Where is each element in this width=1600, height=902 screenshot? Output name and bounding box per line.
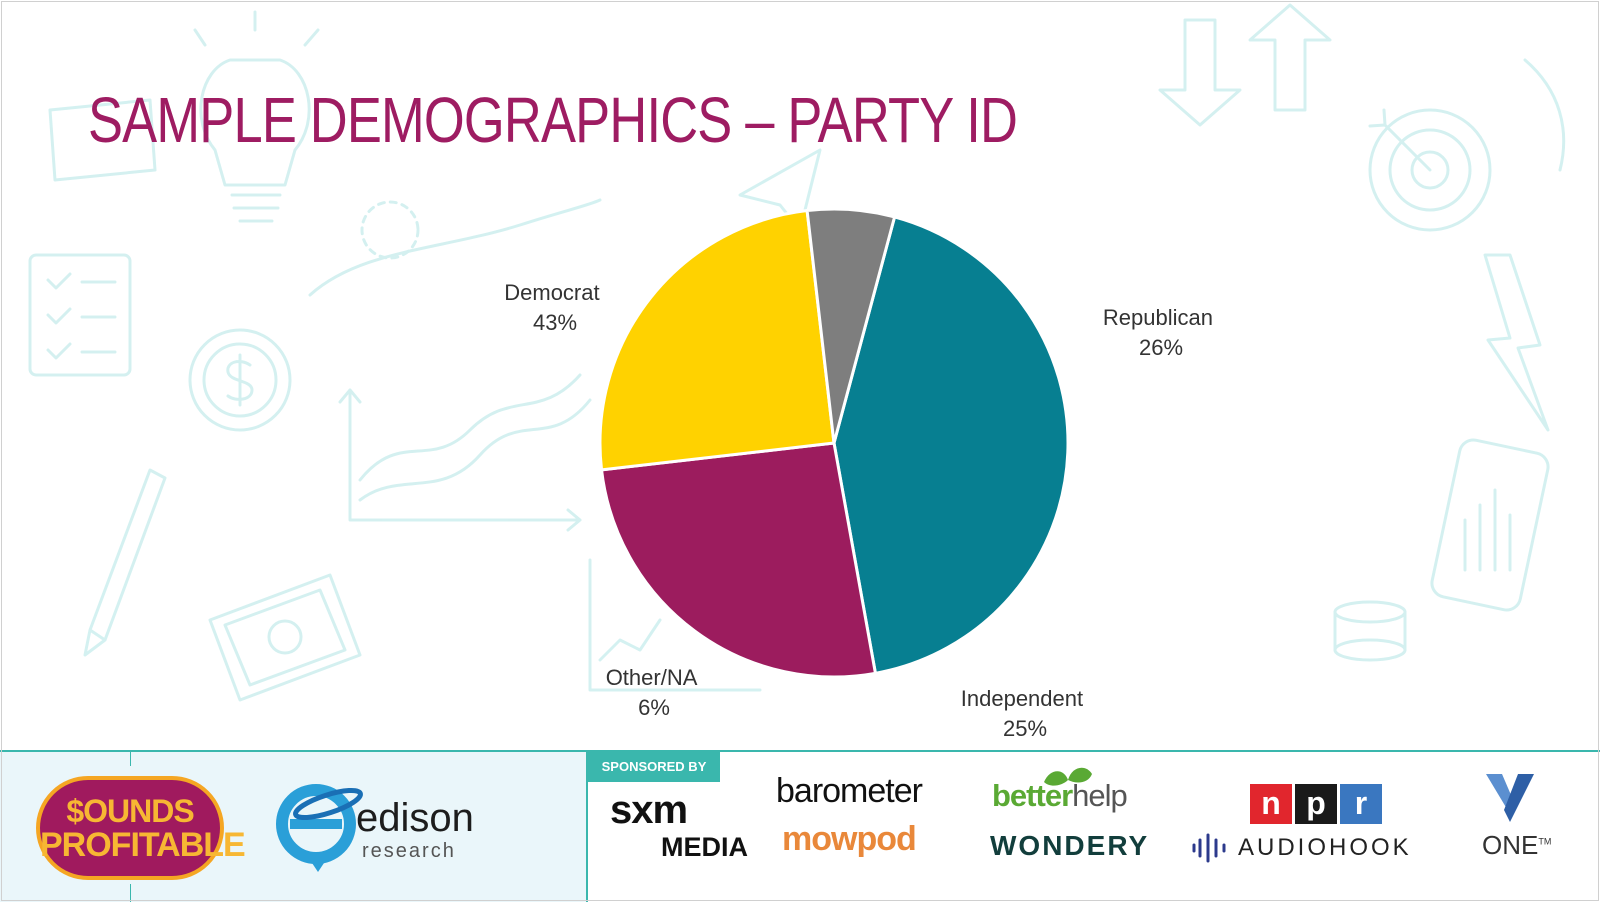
- one-trademark: TM: [1538, 836, 1552, 847]
- mowpod-logo: mowpod: [782, 820, 917, 858]
- label-other: Other/NA 6%: [606, 665, 703, 720]
- leaf-icon: [1044, 767, 1092, 786]
- betterhelp-logo: betterhelp: [992, 778, 1128, 814]
- edison-subtitle: research: [362, 840, 456, 862]
- divider-tick-top: [130, 752, 131, 766]
- label-independent-value: 25%: [1003, 716, 1047, 741]
- betterhelp-part-a: better: [992, 778, 1073, 813]
- edison-research-logo: edison research: [270, 778, 530, 878]
- one-logo: ONETM: [1482, 830, 1551, 861]
- pie-slice-democrat: [832, 215, 1070, 675]
- pie-labels: Democrat 43% Republican 26% Independent …: [504, 280, 1219, 741]
- npr-logo: n p r: [1250, 784, 1382, 824]
- label-independent-name: Independent: [961, 686, 1083, 711]
- one-v-icon: [1486, 774, 1534, 822]
- audiohook-logo: AUDIOHOOK: [1238, 834, 1412, 861]
- npr-letter-r: r: [1340, 784, 1382, 824]
- pie-slices: [598, 207, 1070, 679]
- label-independent: Independent 25%: [961, 686, 1089, 741]
- slide-title: SAMPLE DEMOGRAPHICS – PARTY ID: [88, 84, 1018, 156]
- sponsor-footer: $OUNDS PROFITABLE edison research SPONSO…: [0, 750, 1600, 902]
- sxm-logo: sxm: [610, 788, 688, 832]
- pie-slice-independent: [598, 209, 836, 472]
- pie-slice-republican: [600, 441, 877, 679]
- wondery-logo: WONDERY: [990, 830, 1150, 861]
- background-doodles: [28, 3, 1566, 702]
- pie-slice-other-na: [805, 207, 897, 445]
- label-republican: Republican 26%: [1103, 305, 1219, 360]
- sounds-profitable-line2: PROFITABLE: [40, 826, 246, 864]
- label-democrat-value: 43%: [533, 310, 577, 335]
- sounds-profitable-logo: $OUNDS PROFITABLE: [36, 776, 246, 880]
- edison-globe-icon: [276, 784, 363, 872]
- npr-letter-p: p: [1295, 784, 1337, 824]
- audiohook-waveform-icon: [1192, 833, 1226, 863]
- divider-tick-bottom: [130, 884, 131, 902]
- label-republican-value: 26%: [1139, 335, 1183, 360]
- sxm-media-logo: MEDIA: [661, 832, 748, 862]
- one-wordmark: ONE: [1482, 830, 1539, 860]
- label-republican-name: Republican: [1103, 305, 1213, 330]
- label-democrat-name: Democrat: [504, 280, 599, 305]
- sounds-profitable-line1: $OUNDS: [66, 793, 194, 829]
- edison-wordmark: edison: [356, 796, 474, 840]
- label-other-value: 6%: [638, 695, 670, 720]
- label-democrat: Democrat 43%: [504, 280, 605, 335]
- footer-partners: $OUNDS PROFITABLE edison research: [0, 752, 588, 902]
- betterhelp-part-b: help: [1072, 778, 1128, 813]
- pie-chart: Democrat 43% Republican 26% Independent …: [504, 207, 1219, 741]
- barometer-logo: barometer: [776, 772, 923, 810]
- label-other-name: Other/NA: [606, 665, 698, 690]
- npr-letter-n: n: [1250, 784, 1292, 824]
- sponsored-by-badge: SPONSORED BY: [588, 752, 720, 782]
